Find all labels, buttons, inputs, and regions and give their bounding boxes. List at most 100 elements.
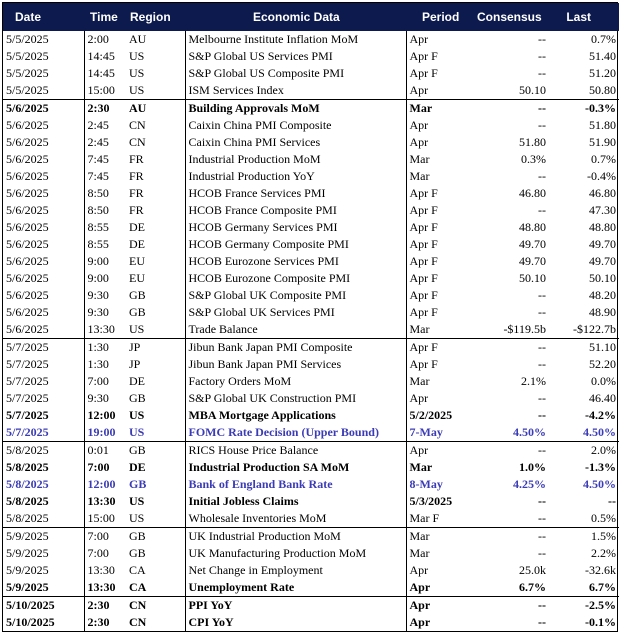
cell-economic-data: Unemployment Rate [184,579,406,597]
cell-date: 5/10/2025 [6,615,55,629]
cell-economic-data: HCOB Germany Composite PMI [184,236,406,253]
cell-last: 0.7% [591,152,616,166]
cell-region: EU [129,254,145,268]
cell-consensus: 50.10 [519,83,546,97]
cell-time: 2:45 [83,117,126,134]
cell-date: 5/5/2025 [6,32,49,46]
cell-last: 50.80 [589,83,616,97]
cell-period: Apr [405,441,477,459]
cell-time: 9:30 [83,390,126,407]
cell-region: CA [129,580,147,594]
header-row: Date Time Region Economic Data Period Co… [3,3,619,31]
cell-time: 8:50 [83,185,126,202]
header-period: Period [406,3,477,31]
table-row: 5/9/2025 7:00 GB UK Industrial Production M… [3,527,619,545]
header-economic-data: Economic Data [185,3,406,31]
cell-date: 5/5/2025 [6,66,49,80]
cell-region: US [129,322,145,336]
cell-period: Mar [405,151,477,168]
cell-date: 5/6/2025 [6,322,49,336]
cell-economic-data: UK Industrial Production MoM [184,527,406,545]
cell-date: 5/6/2025 [6,220,49,234]
cell-date: 5/6/2025 [6,288,49,302]
cell-consensus: -- [538,288,546,302]
header-consensus: Consensus [477,3,549,31]
cell-consensus: -- [538,511,546,525]
table-row: 5/8/2025 7:00 DE Industrial Production SA M… [3,459,619,476]
cell-date: 5/6/2025 [6,271,49,285]
cell-consensus: -- [477,338,549,356]
cell-consensus: -- [477,596,549,614]
table-row: 5/6/2025 2:30 AU Building Approvals MoM Mar -… [3,99,619,117]
cell-time: 15:00 [83,510,126,528]
cell-last: 1.5% [549,527,619,545]
cell-economic-data: FOMC Rate Decision (Upper Bound) [184,424,406,442]
cell-economic-data: HCOB Eurozone Composite PMI [184,270,406,287]
cell-consensus: 46.80 [519,186,546,200]
table-row: 5/6/2025 9:30 GB S&P Global UK Composite PM… [3,287,619,304]
cell-date: 5/9/2025 [6,580,49,594]
cell-region: US [129,66,145,80]
cell-time: 1:30 [83,338,126,356]
cell-time: 8:55 [83,219,126,236]
cell-consensus: 0.3% [521,152,546,166]
cell-economic-data: Trade Balance [184,321,406,339]
cell-time: 7:00 [83,527,126,545]
table-row: 5/8/2025 0:01 GB RICS House Price Balance Ap… [3,441,619,459]
table-row: 5/6/2025 8:50 FR HCOB France Composite PMI A… [3,202,619,219]
cell-date: 5/6/2025 [6,237,49,251]
cell-last: 2.2% [591,546,616,560]
cell-last: 49.70 [589,237,616,251]
cell-last: 46.40 [589,391,616,405]
cell-consensus: 50.10 [519,271,546,285]
cell-time: 2:00 [83,31,126,48]
cell-consensus: 2.1% [521,374,546,388]
cell-time: 13:30 [83,321,126,339]
table-row: 5/9/2025 13:30 CA Net Change in Employment A… [3,562,619,579]
cell-economic-data: S&P Global UK Composite PMI [184,287,406,304]
cell-time: 8:55 [83,236,126,253]
cell-region: JP [129,357,141,371]
cell-region: GB [129,546,146,560]
cell-time: 9:30 [83,304,126,321]
cell-date: 5/6/2025 [6,254,49,268]
cell-time: 7:00 [83,373,126,390]
cell-region: FR [129,152,144,166]
cell-region: US [129,511,145,525]
cell-date: 5/8/2025 [3,441,84,459]
cell-date: 5/7/2025 [6,374,49,388]
cell-period: 8-May [405,476,477,493]
cell-region: GB [129,288,146,302]
cell-region: GB [129,305,146,319]
cell-time: 19:00 [83,424,126,442]
cell-last: 48.80 [589,220,616,234]
cell-economic-data: Industrial Production MoM [184,151,406,168]
cell-region: DE [129,220,145,234]
cell-date: 5/7/2025 [6,425,49,439]
header-time: Time [84,3,126,31]
cell-period: Apr F [405,356,477,373]
header-last: Last [549,3,619,31]
cell-period: Mar [405,168,477,185]
cell-date: 5/7/2025 [6,357,49,371]
cell-region: AU [129,32,147,46]
cell-date: 5/6/2025 [3,99,84,117]
cell-economic-data: RICS House Price Balance [184,441,406,459]
cell-last: -$122.7b [573,322,616,336]
table-body: 5/5/2025 2:00 AU Melbourne Institute Inflat… [3,31,619,631]
cell-region: EU [129,271,145,285]
cell-region: FR [129,186,144,200]
cell-date: 5/6/2025 [6,203,49,217]
cell-last: 47.30 [589,203,616,217]
cell-consensus: -- [538,32,546,46]
table-row: 5/5/2025 14:45 US S&P Global US Composite P… [3,65,619,82]
cell-period: Apr [405,596,477,614]
cell-last: 0.7% [591,32,616,46]
cell-last: 0.0% [591,374,616,388]
cell-last: 52.20 [589,357,616,371]
cell-time: 2:30 [83,99,126,117]
cell-economic-data: HCOB France Services PMI [184,185,406,202]
cell-economic-data: Initial Jobless Claims [184,493,406,510]
cell-time: 2:30 [83,596,126,614]
